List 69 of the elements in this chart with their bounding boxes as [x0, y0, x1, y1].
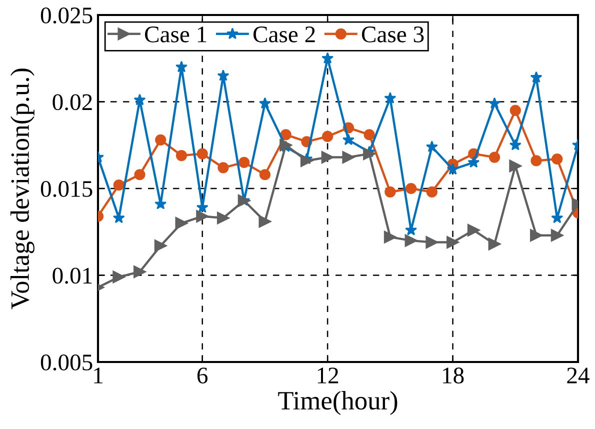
- point: [384, 92, 396, 104]
- point: [342, 151, 355, 164]
- point: [133, 266, 146, 278]
- point: [530, 71, 542, 83]
- point: [551, 212, 564, 224]
- point: [134, 169, 146, 180]
- point: [384, 230, 396, 244]
- point: [134, 94, 146, 106]
- point: [509, 138, 522, 150]
- point: [175, 216, 188, 230]
- y-tick-label: 0.02: [52, 94, 92, 110]
- point: [468, 156, 480, 168]
- point: [321, 151, 334, 164]
- point: [405, 224, 418, 236]
- point: [280, 129, 292, 140]
- point: [446, 236, 460, 249]
- point: [488, 152, 500, 163]
- legend-label: Case 3: [362, 26, 424, 42]
- point: [509, 160, 522, 172]
- legend-label: Case 1: [145, 26, 206, 42]
- point: [446, 163, 459, 175]
- point: [154, 240, 167, 252]
- point: [112, 212, 125, 224]
- point: [258, 215, 272, 228]
- point: [467, 224, 480, 236]
- point: [112, 270, 126, 284]
- point: [342, 134, 354, 146]
- point: [176, 150, 188, 162]
- point: [155, 134, 166, 146]
- x-tick-label: 6: [197, 368, 208, 384]
- y-tick-label: 0.005: [40, 354, 92, 371]
- point: [405, 182, 417, 194]
- point: [510, 104, 521, 116]
- y-tick-label: 0.01: [52, 268, 92, 284]
- y-axis-title: Voltage deviation(p.u.): [10, 68, 34, 310]
- point: [426, 236, 438, 249]
- point: [218, 162, 229, 174]
- point: [196, 148, 208, 160]
- point: [300, 154, 313, 167]
- point: [550, 229, 564, 242]
- y-tick-label: 0.015: [40, 180, 92, 198]
- point: [217, 69, 230, 81]
- point: [530, 229, 543, 242]
- legend-label: Case 2: [253, 26, 315, 42]
- x-tick-label: 18: [443, 368, 464, 384]
- point: [404, 234, 418, 247]
- point: [530, 155, 542, 166]
- point: [322, 130, 334, 142]
- point: [384, 186, 396, 198]
- point: [113, 179, 124, 191]
- point: [176, 60, 188, 72]
- point: [216, 212, 230, 224]
- x-tick-label: 1: [94, 368, 102, 384]
- x-tick-label: 12: [318, 368, 338, 384]
- point: [426, 140, 438, 152]
- point: [238, 156, 250, 168]
- x-axis-title: Time(hour): [278, 391, 398, 415]
- point: [426, 186, 438, 198]
- y-tick-label: 0.025: [40, 7, 92, 24]
- point: [488, 97, 500, 109]
- point: [364, 129, 375, 140]
- point: [196, 210, 209, 223]
- point: [488, 238, 501, 250]
- x-tick-label: 24: [567, 368, 590, 384]
- point: [552, 153, 563, 165]
- point: [363, 148, 376, 160]
- point: [322, 52, 334, 64]
- point: [258, 97, 271, 109]
- point: [259, 169, 271, 180]
